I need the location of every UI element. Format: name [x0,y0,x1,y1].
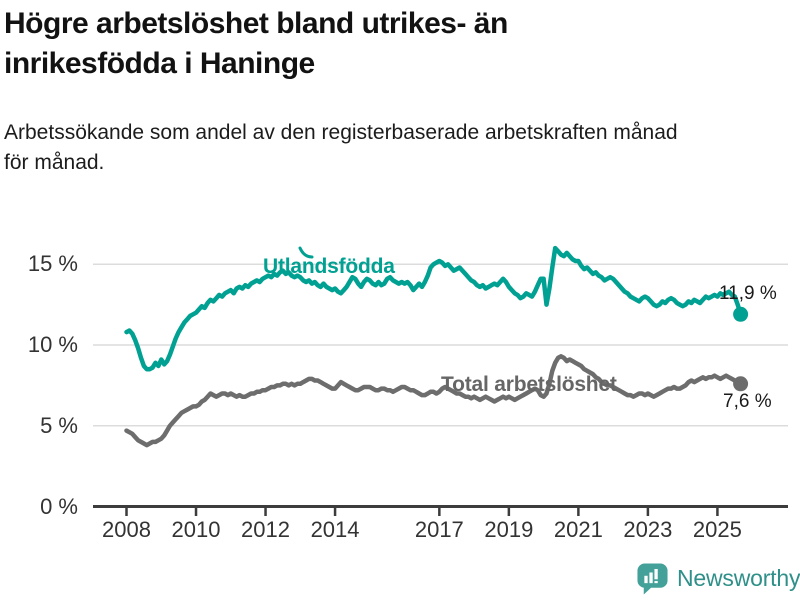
chart-title-line2: inrikesfödda i Haninge [4,47,315,80]
x-axis-tick-label: 2025 [692,517,742,542]
end-value-label-utlandsfodda: 11,9 % [719,283,777,304]
x-axis-tick-label: 2012 [241,517,290,542]
chart-title: Högre arbetslöshet bland utrikes- än inr… [4,4,784,84]
x-axis-tick-label: 2010 [171,517,221,542]
newsworthy-logo: Newsworthy [636,560,800,596]
y-axis-tick-label: 0 % [40,493,78,519]
series-end-dot-utlandsfodda [733,306,749,322]
series-label-total-arbetsloshet: Total arbetslöshet [441,373,617,396]
y-axis-tick-label: 15 % [27,251,78,277]
series-line-total-arbetsloshet [124,354,743,448]
x-axis-tick-label: 2017 [414,517,464,542]
x-axis-tick-label: 2008 [102,517,151,542]
x-axis-tick-label: 2014 [310,517,360,542]
y-axis-tick-label: 10 % [27,332,78,357]
end-value-label-total: 7,6 % [723,391,772,412]
y-axis-tick-label: 5 % [40,412,78,438]
chart-subtitle: Arbetssökande som andel av den registerb… [4,118,792,178]
series-label-pointer [298,246,314,259]
chart-title-line1: Högre arbetslöshet bland utrikes- än [4,7,508,40]
series-line-utlandsfodda [124,245,743,372]
x-axis-tick-label: 2021 [553,517,603,542]
chart-subtitle-line1: Arbetssökande som andel av den registerb… [4,121,678,144]
newsworthy-logo-text: Newsworthy [677,564,800,591]
series-label-utlandsfodda: Utlandsfödda [263,255,395,278]
chart-subtitle-line2: för månad. [4,151,105,174]
newsworthy-speech-bubble-chart-icon [637,562,668,595]
x-axis-tick-label: 2019 [484,517,534,542]
x-axis-tick-label: 2023 [623,517,673,542]
series-end-dot-total [733,376,749,392]
